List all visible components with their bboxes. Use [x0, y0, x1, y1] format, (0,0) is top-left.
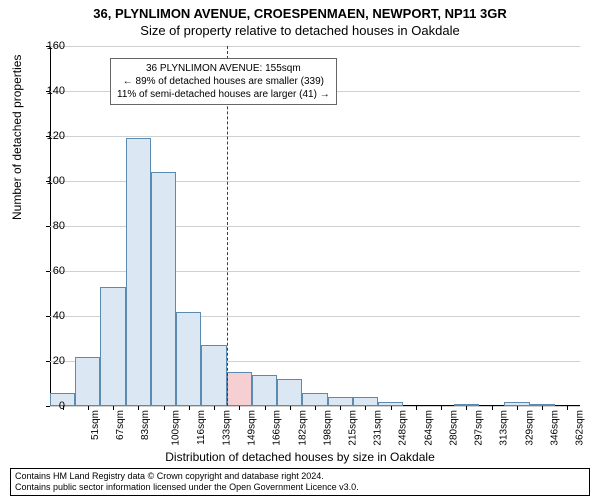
x-tick: [189, 406, 190, 410]
plot-area: 51sqm67sqm83sqm100sqm116sqm133sqm149sqm1…: [50, 46, 580, 406]
x-tick: [265, 406, 266, 410]
histogram-bar: [277, 379, 302, 406]
x-tick: [492, 406, 493, 410]
footer-attribution: Contains HM Land Registry data © Crown c…: [10, 468, 590, 496]
annotation-line-2: ← 89% of detached houses are smaller (33…: [117, 75, 330, 88]
chart-title-sub: Size of property relative to detached ho…: [0, 21, 600, 38]
y-tick-label: 80: [35, 220, 65, 232]
x-tick: [113, 406, 114, 410]
x-tick: [542, 406, 543, 410]
histogram-bar: [328, 397, 353, 406]
x-tick-label: 198sqm: [322, 410, 333, 446]
x-tick-label: 116sqm: [195, 410, 206, 445]
histogram-bar: [252, 375, 277, 407]
histogram-bar: [100, 287, 125, 406]
x-tick-label: 313sqm: [499, 410, 510, 446]
histogram-bar: [353, 397, 378, 406]
x-tick: [365, 406, 366, 410]
x-tick: [88, 406, 89, 410]
y-tick-label: 120: [35, 130, 65, 142]
annotation-box: 36 PLYNLIMON AVENUE: 155sqm← 89% of deta…: [110, 58, 337, 105]
x-tick-label: 51sqm: [90, 410, 101, 440]
x-tick-label: 133sqm: [221, 410, 232, 446]
x-tick: [239, 406, 240, 410]
y-tick-label: 60: [35, 265, 65, 277]
x-tick: [164, 406, 165, 410]
x-tick: [290, 406, 291, 410]
histogram-bar: [126, 138, 151, 406]
x-tick: [466, 406, 467, 410]
x-axis-title: Distribution of detached houses by size …: [0, 450, 600, 464]
histogram-bar: [201, 345, 226, 406]
footer-line-1: Contains HM Land Registry data © Crown c…: [15, 471, 585, 482]
x-tick: [416, 406, 417, 410]
y-tick-label: 40: [35, 310, 65, 322]
x-tick-label: 280sqm: [449, 410, 460, 446]
y-tick-label: 100: [35, 175, 65, 187]
y-tick-label: 0: [35, 400, 65, 412]
x-tick: [567, 406, 568, 410]
x-tick-label: 231sqm: [373, 410, 384, 446]
chart-title-main: 36, PLYNLIMON AVENUE, CROESPENMAEN, NEWP…: [0, 0, 600, 21]
x-tick-label: 149sqm: [247, 410, 258, 446]
x-tick-label: 100sqm: [171, 410, 182, 446]
x-tick-label: 346sqm: [549, 410, 560, 446]
y-tick-label: 20: [35, 355, 65, 367]
x-tick: [214, 406, 215, 410]
chart-container: 36, PLYNLIMON AVENUE, CROESPENMAEN, NEWP…: [0, 0, 600, 500]
annotation-line-1: 36 PLYNLIMON AVENUE: 155sqm: [117, 62, 330, 75]
y-tick-label: 140: [35, 85, 65, 97]
histogram-bar: [176, 312, 201, 407]
x-tick-label: 67sqm: [115, 410, 126, 440]
x-tick-label: 329sqm: [524, 410, 535, 446]
x-tick-label: 362sqm: [575, 410, 586, 446]
x-tick: [138, 406, 139, 410]
x-tick: [441, 406, 442, 410]
x-tick-label: 215sqm: [348, 410, 359, 446]
x-tick-label: 182sqm: [297, 410, 308, 446]
x-tick-label: 248sqm: [398, 410, 409, 446]
histogram-bar: [75, 357, 100, 407]
x-tick: [517, 406, 518, 410]
y-axis-title: Number of detached properties: [10, 55, 24, 220]
x-tick: [340, 406, 341, 410]
x-tick: [315, 406, 316, 410]
x-tick: [391, 406, 392, 410]
x-tick-label: 83sqm: [140, 410, 151, 440]
x-tick-label: 166sqm: [272, 410, 283, 446]
x-tick-label: 297sqm: [474, 410, 485, 446]
annotation-line-3: 11% of semi-detached houses are larger (…: [117, 88, 330, 101]
histogram-bar: [227, 372, 252, 406]
footer-line-2: Contains public sector information licen…: [15, 482, 585, 493]
y-tick-label: 160: [35, 40, 65, 52]
histogram-bar: [151, 172, 176, 406]
x-tick-label: 264sqm: [423, 410, 434, 446]
histogram-bar: [302, 393, 327, 407]
grid-line: [50, 136, 580, 137]
grid-line: [50, 46, 580, 47]
